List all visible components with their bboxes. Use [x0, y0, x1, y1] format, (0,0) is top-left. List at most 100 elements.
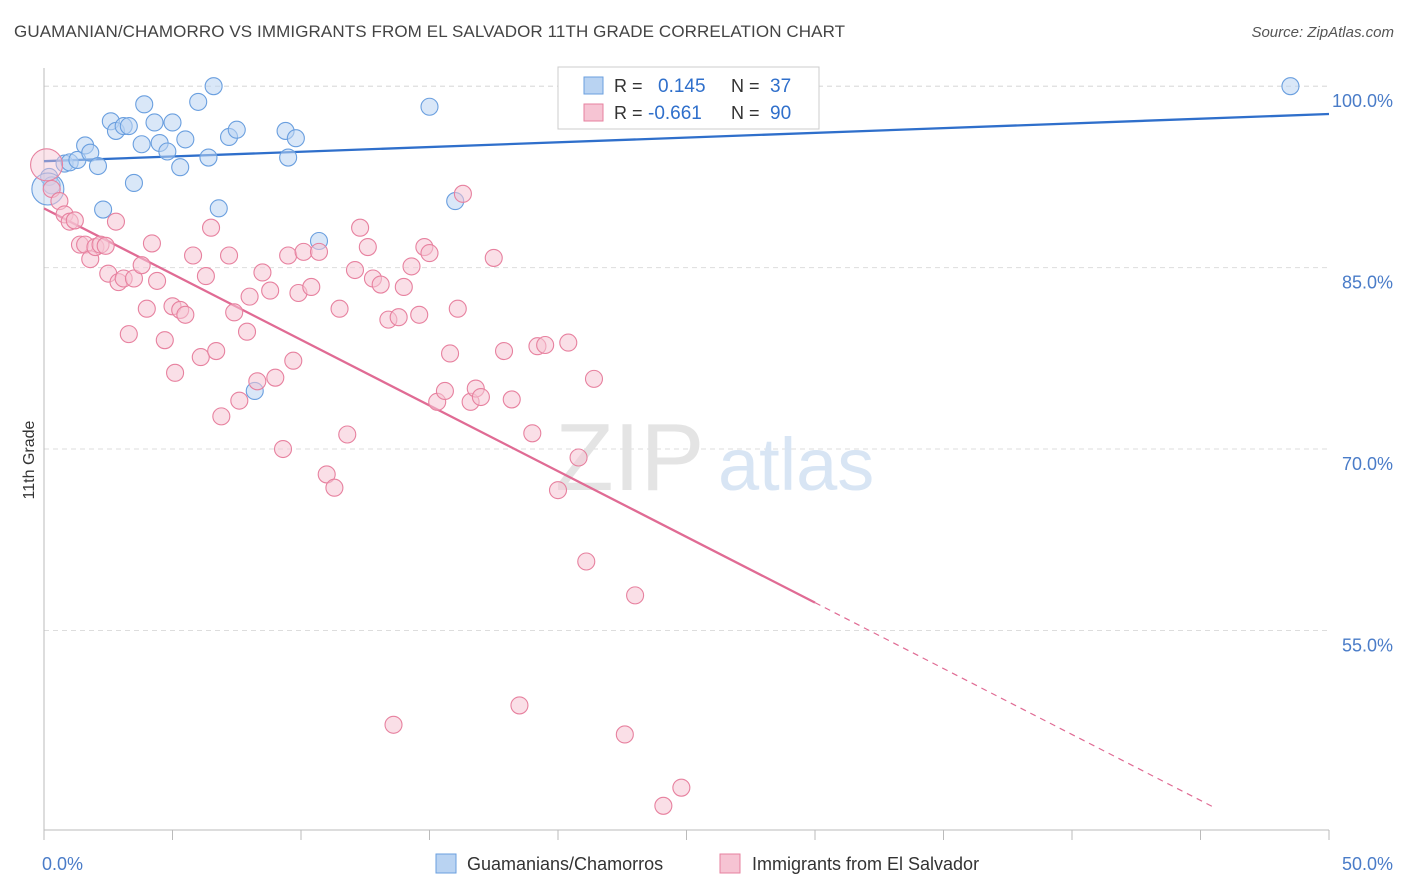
- legend-n-value-pink: 90: [770, 103, 791, 124]
- pink-point-18: [137, 299, 156, 318]
- pink-point-38: [253, 263, 272, 282]
- pink-point-28: [196, 267, 215, 286]
- pink-point-16: [124, 269, 143, 288]
- legend-n-value-blue: 37: [770, 76, 791, 97]
- series-legend-swatch-blue: [435, 853, 457, 874]
- blue-point-31: [286, 129, 305, 148]
- pink-point-19: [142, 234, 161, 253]
- pink-point-36: [240, 287, 259, 306]
- blue-point-16: [145, 113, 164, 132]
- pink-point-50: [330, 299, 349, 318]
- pink-point-41: [273, 439, 293, 459]
- pink-point-84: [584, 369, 604, 388]
- pink-point-23: [166, 363, 185, 382]
- y-tick-label-3: 55.0%: [1342, 635, 1393, 655]
- pink-point-37: [248, 372, 267, 391]
- blue-point-33: [420, 97, 439, 116]
- pink-point-43: [284, 351, 303, 370]
- pink-point-32: [219, 246, 239, 265]
- pink-point-87: [654, 796, 673, 815]
- pink-point-53: [351, 218, 370, 237]
- legend-r-value-pink: -0.661: [648, 103, 702, 124]
- pink-point-56: [371, 275, 390, 294]
- blue-point-13: [124, 173, 143, 192]
- series-legend-label-blue: Guamanians/Chamorros: [467, 854, 663, 874]
- pink-point-67: [441, 344, 460, 363]
- source-label: Source: ZipAtlas.com: [1251, 24, 1394, 41]
- pink-point-69: [453, 184, 472, 203]
- pink-point-47: [309, 242, 329, 261]
- legend-n-label-pink: N =: [731, 103, 760, 123]
- blue-point-21: [176, 130, 195, 149]
- pink-point-66: [435, 381, 454, 401]
- pink-point-46: [302, 277, 321, 297]
- pink-point-26: [184, 246, 203, 265]
- pink-point-45: [294, 242, 313, 261]
- series-legend: Guamanians/Chamorros Immigrants from El …: [435, 853, 979, 874]
- blue-point-7: [88, 156, 108, 176]
- pink-point-76: [510, 696, 529, 715]
- pink-point-15: [119, 325, 138, 344]
- pink-point-54: [358, 237, 377, 257]
- pink-point-12: [106, 212, 126, 231]
- blue-point-35: [1281, 77, 1300, 96]
- pink-point-74: [494, 342, 514, 361]
- blue-point-18: [158, 142, 177, 161]
- pink-point-20: [148, 271, 167, 290]
- pink-point-79: [536, 335, 555, 355]
- pink-point-29: [202, 218, 221, 237]
- series-legend-label-pink: Immigrants from El Salvador: [752, 854, 979, 874]
- blue-point-24: [204, 77, 223, 96]
- blue-point-22: [189, 92, 208, 111]
- pink-point-86: [626, 586, 645, 605]
- pink-point-51: [338, 425, 357, 444]
- pink-point-34: [230, 391, 249, 410]
- blue-point-8: [94, 200, 113, 219]
- pink-point-39: [261, 281, 280, 300]
- pink-point-68: [448, 299, 467, 318]
- grid-lines: [44, 85, 1329, 631]
- y-axis-label: 11th Grade: [21, 420, 38, 499]
- pink-point-88: [672, 778, 691, 797]
- pink-point-25: [176, 305, 195, 324]
- pink-point-60: [394, 277, 413, 297]
- legend-swatch-pink: [583, 103, 604, 122]
- blue-point-23: [199, 148, 218, 167]
- legend-r-label-pink: R =: [614, 103, 643, 123]
- blue-point-20: [171, 158, 190, 177]
- y-tick-label-2: 70.0%: [1342, 454, 1393, 474]
- blue-trend-line: [43, 112, 1330, 163]
- pink-point-40: [266, 368, 285, 387]
- pink-point-49: [325, 478, 344, 497]
- legend-swatch-blue: [583, 76, 604, 95]
- axes: [43, 68, 1330, 840]
- blue-point-12: [119, 117, 138, 136]
- pink-point-61: [402, 257, 421, 276]
- legend-r-label-blue: R =: [614, 76, 643, 96]
- pink-point-75: [502, 390, 521, 409]
- pink-point-85: [615, 725, 634, 744]
- pink-point-80: [548, 481, 568, 500]
- pink-point-81: [559, 333, 578, 352]
- data-points: [30, 77, 1300, 815]
- blue-point-19: [163, 113, 182, 132]
- pink-point-27: [191, 348, 210, 367]
- pink-point-58: [384, 715, 403, 734]
- blue-point-25: [209, 199, 228, 218]
- x-tick-label-1: 50.0%: [1342, 854, 1393, 874]
- pink-point-33: [225, 303, 244, 322]
- pink-point-31: [212, 407, 231, 426]
- blue-point-15: [135, 95, 154, 114]
- pink-point-89: [96, 236, 115, 255]
- blue-point-6: [81, 143, 100, 162]
- blue-point-14: [132, 135, 151, 154]
- pink-point-35: [237, 322, 257, 341]
- stats-legend: R = 0.145 N = 37 R = -0.661 N = 90: [557, 66, 820, 130]
- pink-point-59: [389, 308, 408, 327]
- pink-point-73: [484, 248, 503, 267]
- blue-point-27: [227, 120, 246, 139]
- pink-trend-extension: [814, 602, 1214, 808]
- legend-n-label-blue: N =: [731, 76, 760, 96]
- pink-point-72: [471, 387, 490, 407]
